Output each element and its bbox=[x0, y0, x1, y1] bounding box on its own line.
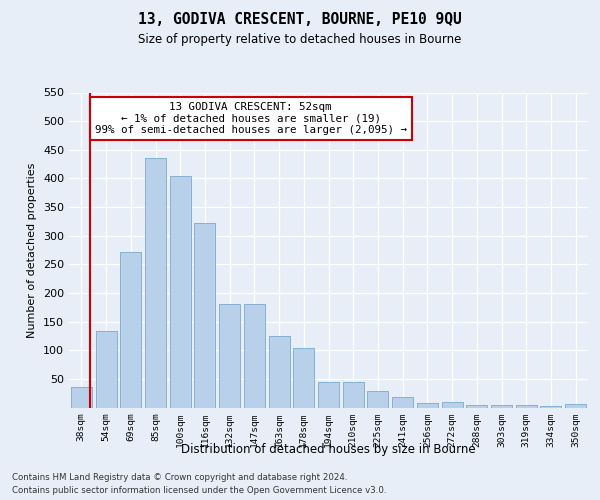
Y-axis label: Number of detached properties: Number of detached properties bbox=[28, 162, 37, 338]
Text: 13, GODIVA CRESCENT, BOURNE, PE10 9QU: 13, GODIVA CRESCENT, BOURNE, PE10 9QU bbox=[138, 12, 462, 28]
Bar bbox=[244, 304, 265, 408]
Text: Contains HM Land Registry data © Crown copyright and database right 2024.: Contains HM Land Registry data © Crown c… bbox=[12, 472, 347, 482]
Bar bbox=[170, 176, 191, 408]
Bar bbox=[318, 382, 339, 407]
Bar bbox=[565, 404, 586, 407]
Bar bbox=[269, 336, 290, 407]
Bar bbox=[442, 402, 463, 407]
Bar bbox=[367, 391, 388, 407]
Bar bbox=[491, 404, 512, 407]
Bar bbox=[145, 158, 166, 408]
Text: 13 GODIVA CRESCENT: 52sqm
← 1% of detached houses are smaller (19)
99% of semi-d: 13 GODIVA CRESCENT: 52sqm ← 1% of detach… bbox=[95, 102, 407, 135]
Bar bbox=[293, 348, 314, 408]
Text: Size of property relative to detached houses in Bourne: Size of property relative to detached ho… bbox=[139, 32, 461, 46]
Bar bbox=[541, 406, 562, 407]
Bar bbox=[120, 252, 141, 408]
Bar bbox=[417, 404, 438, 407]
Bar bbox=[516, 405, 537, 407]
Bar bbox=[95, 332, 116, 407]
Bar bbox=[392, 397, 413, 407]
Bar bbox=[194, 222, 215, 408]
Text: Contains public sector information licensed under the Open Government Licence v3: Contains public sector information licen… bbox=[12, 486, 386, 495]
Bar bbox=[219, 304, 240, 408]
Bar bbox=[343, 382, 364, 407]
Text: Distribution of detached houses by size in Bourne: Distribution of detached houses by size … bbox=[181, 442, 476, 456]
Bar bbox=[71, 388, 92, 407]
Bar bbox=[466, 405, 487, 407]
